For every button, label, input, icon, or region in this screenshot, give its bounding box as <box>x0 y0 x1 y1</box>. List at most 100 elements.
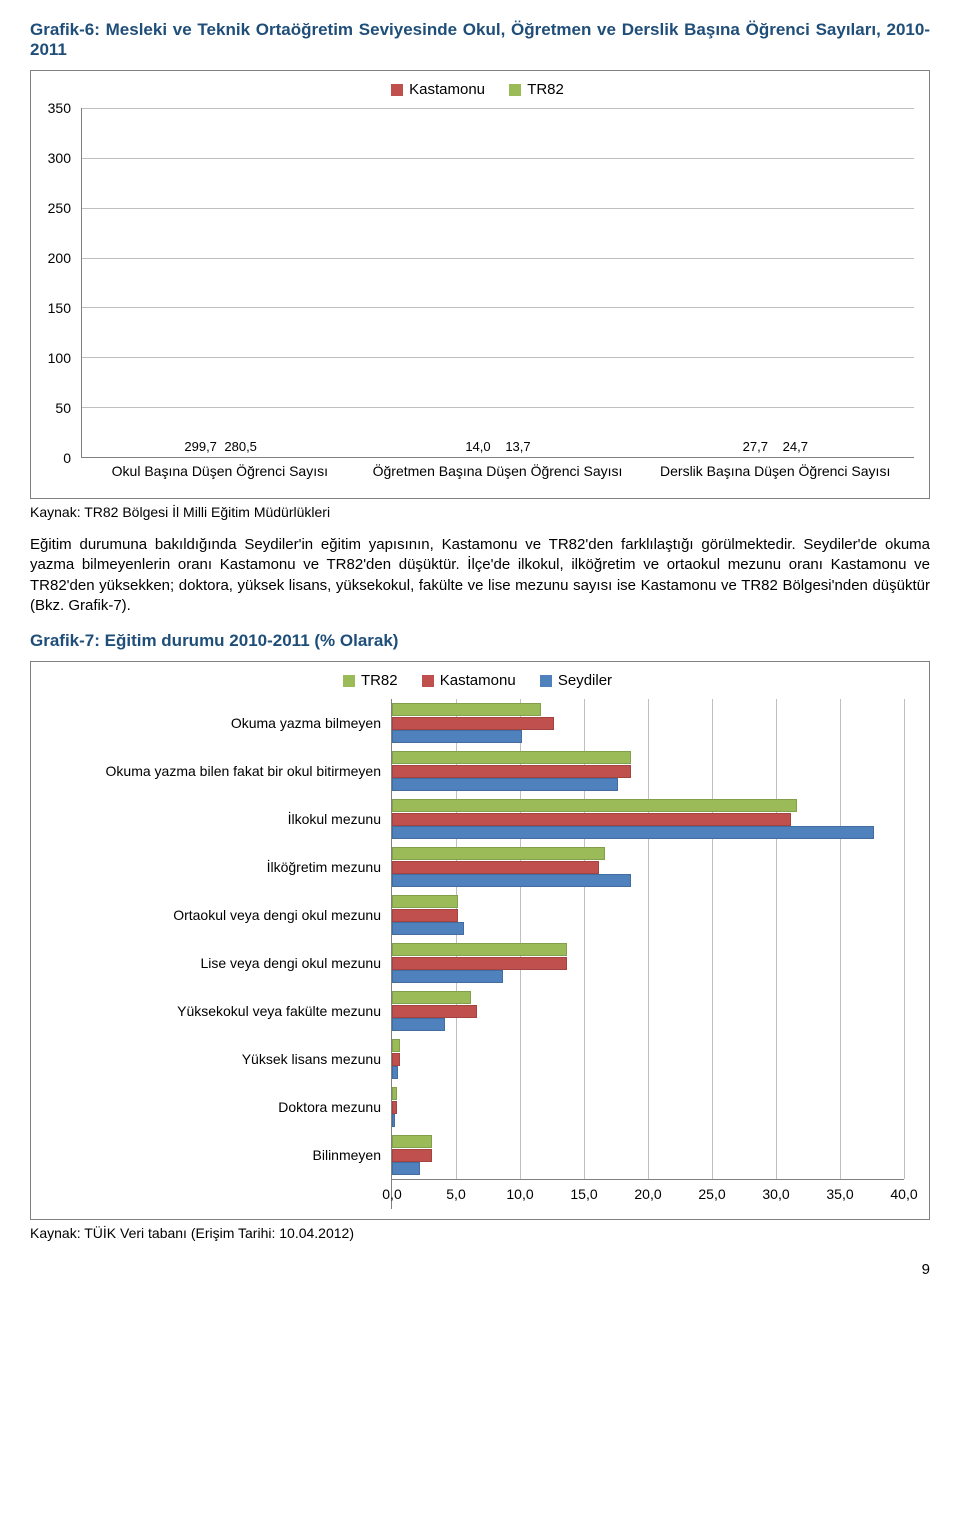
chart1-legend: Kastamonu TR82 <box>41 81 914 98</box>
hbar-row: İlkokul mezunu <box>51 795 904 843</box>
hbar-bars <box>392 1039 904 1079</box>
gridline <box>82 357 914 358</box>
hbar <box>392 874 631 887</box>
hbar-bars <box>392 703 904 743</box>
hbar-plot-area <box>391 699 904 747</box>
x-tick: 40,0 <box>890 1186 917 1202</box>
hbar-plot-area <box>391 795 904 843</box>
hbar-plot-area <box>391 747 904 795</box>
hbar <box>392 1149 432 1162</box>
x-tick: 35,0 <box>826 1186 853 1202</box>
hbar-row: Yüksekokul veya fakülte mezunu <box>51 987 904 1035</box>
hbar-x-axis: 0,05,010,015,020,025,030,035,040,0 <box>51 1179 904 1209</box>
gridline <box>904 843 905 891</box>
legend-label: Kastamonu <box>440 672 516 689</box>
hbar <box>392 895 458 908</box>
hbar <box>392 1114 395 1127</box>
bar-value-label: 13,7 <box>499 439 537 454</box>
x-category-label: Derslik Başına Düşen Öğrenci Sayısı <box>636 463 914 493</box>
bar-value-label: 27,7 <box>736 439 774 454</box>
gridline <box>82 258 914 259</box>
hbar <box>392 847 605 860</box>
x-tick: 20,0 <box>634 1186 661 1202</box>
legend-label: Seydiler <box>558 672 612 689</box>
hbar <box>392 861 599 874</box>
legend-swatch-tr82 <box>509 84 521 96</box>
hbar-plot-area <box>391 1035 904 1083</box>
y-tick: 350 <box>48 100 71 116</box>
axis-spacer <box>51 1179 391 1209</box>
y-tick: 250 <box>48 200 71 216</box>
hbar-category-label: İlköğretim mezunu <box>51 843 391 891</box>
hbar <box>392 970 503 983</box>
hbar-bars <box>392 991 904 1031</box>
hbar <box>392 1135 432 1148</box>
hbar-bars <box>392 751 904 791</box>
legend-label: TR82 <box>361 672 398 689</box>
x-tick: 30,0 <box>762 1186 789 1202</box>
gridline <box>82 307 914 308</box>
gridline <box>904 891 905 939</box>
gridline <box>904 1035 905 1083</box>
hbar <box>392 1162 420 1175</box>
gridline <box>82 158 914 159</box>
hbar <box>392 813 791 826</box>
chart1-plot: 050100150200250300350 299,7280,514,013,7… <box>81 108 914 488</box>
hbar <box>392 943 567 956</box>
y-tick: 300 <box>48 150 71 166</box>
legend-swatch-seydiler <box>540 675 552 687</box>
hbar <box>392 717 554 730</box>
chart1-title: Grafik-6: Mesleki ve Teknik Ortaöğretim … <box>30 20 930 60</box>
hbar-row: Doktora mezunu <box>51 1083 904 1131</box>
hbar-category-label: Ortaokul veya dengi okul mezunu <box>51 891 391 939</box>
hbar-row: Yüksek lisans mezunu <box>51 1035 904 1083</box>
hbar <box>392 1053 400 1066</box>
gridline <box>904 1131 905 1179</box>
gridline <box>82 208 914 209</box>
hbar <box>392 826 874 839</box>
x-axis: 0,05,010,015,020,025,030,035,040,0 <box>391 1179 904 1209</box>
bar-value-label: 299,7 <box>182 439 220 454</box>
hbar-plot-area <box>391 891 904 939</box>
y-tick: 200 <box>48 250 71 266</box>
legend-swatch-kastamonu <box>422 675 434 687</box>
hbar-row: Ortaokul veya dengi okul mezunu <box>51 891 904 939</box>
x-category-label: Okul Başına Düşen Öğrenci Sayısı <box>81 463 359 493</box>
hbar-row: Okuma yazma bilen fakat bir okul bitirme… <box>51 747 904 795</box>
bar-value-label: 280,5 <box>222 439 260 454</box>
chart1-source: Kaynak: TR82 Bölgesi İl Milli Eğitim Müd… <box>30 504 930 520</box>
x-tick: 5,0 <box>446 1186 465 1202</box>
hbar-category-label: İlkokul mezunu <box>51 795 391 843</box>
hbar <box>392 1087 397 1100</box>
gridline <box>904 939 905 987</box>
gridline <box>82 407 914 408</box>
gridline <box>904 987 905 1035</box>
hbar-row: Okuma yazma bilmeyen <box>51 699 904 747</box>
gridline <box>904 795 905 843</box>
hbar <box>392 703 541 716</box>
hbar-bars <box>392 847 904 887</box>
hbar-category-label: Lise veya dengi okul mezunu <box>51 939 391 987</box>
page-number: 9 <box>30 1261 930 1278</box>
legend-swatch-tr82 <box>343 675 355 687</box>
hbar-bars <box>392 943 904 983</box>
hbar-bars <box>392 1135 904 1175</box>
hbar-plot-area <box>391 1083 904 1131</box>
y-tick: 150 <box>48 300 71 316</box>
hbar <box>392 957 567 970</box>
y-tick: 100 <box>48 350 71 366</box>
hbar-plot-area <box>391 987 904 1035</box>
x-tick: 15,0 <box>570 1186 597 1202</box>
hbar <box>392 1066 398 1079</box>
hbar-row: Bilinmeyen <box>51 1131 904 1179</box>
gridline <box>82 108 914 109</box>
hbar-bars <box>392 895 904 935</box>
hbar <box>392 1039 400 1052</box>
x-category-label: Öğretmen Başına Düşen Öğrenci Sayısı <box>359 463 637 493</box>
bar-value-label: 24,7 <box>776 439 814 454</box>
hbar-plot-area <box>391 939 904 987</box>
hbar-plot-area <box>391 1131 904 1179</box>
hbar-bars <box>392 799 904 839</box>
hbar-category-label: Okuma yazma bilen fakat bir okul bitirme… <box>51 747 391 795</box>
hbar <box>392 1101 397 1114</box>
